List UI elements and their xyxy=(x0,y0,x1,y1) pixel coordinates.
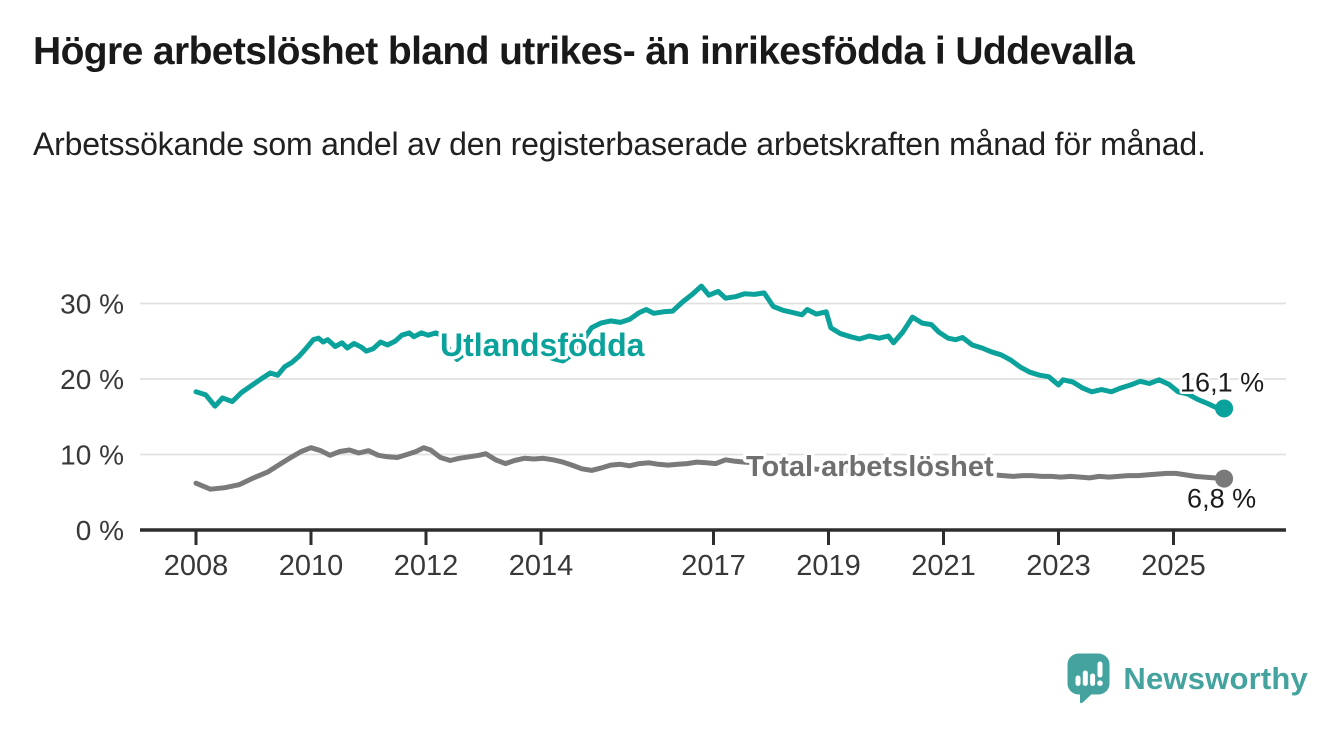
x-axis-tick-label: 2008 xyxy=(164,550,229,582)
x-axis-tick-label: 2014 xyxy=(509,550,574,582)
x-axis-tick-label: 2010 xyxy=(279,550,344,582)
logo-exclamation-dot xyxy=(1097,680,1104,686)
logo-bar-2 xyxy=(1083,670,1089,686)
x-axis-tick-label: 2012 xyxy=(394,550,459,582)
series-label-total: Total arbetslöshet xyxy=(746,451,994,483)
logo-bar-3 xyxy=(1090,673,1096,686)
logo-bubble-tail xyxy=(1080,691,1096,704)
x-axis-tick-label: 2021 xyxy=(911,550,976,582)
logo-bubble xyxy=(1067,653,1110,695)
chart-title: Högre arbetslöshet bland utrikes- än inr… xyxy=(33,30,1135,73)
series-end-dot-utlandsfodda xyxy=(1215,399,1234,418)
x-axis-tick-label: 2025 xyxy=(1141,550,1206,582)
x-axis-tick-label: 2019 xyxy=(796,550,861,582)
x-axis-tick-label: 2023 xyxy=(1026,550,1091,582)
chart-subtitle: Arbetssökande som andel av den registerb… xyxy=(33,126,1206,162)
y-axis-tick-label: 0 % xyxy=(76,515,124,546)
logo-bar-1 xyxy=(1075,675,1081,686)
logo-exclamation-bar xyxy=(1097,661,1103,678)
y-axis-tick-label: 30 % xyxy=(60,289,124,320)
series-end-value-utlandsfodda: 16,1 % xyxy=(1180,367,1264,397)
series-line-utlandsfodda xyxy=(193,283,1227,414)
newsworthy-logo-icon xyxy=(1067,653,1110,704)
newsworthy-branding: Newsworthy xyxy=(1066,652,1308,705)
y-axis-tick-label: 20 % xyxy=(60,364,124,395)
x-axis-tick-label: 2017 xyxy=(681,550,746,582)
series-line-total xyxy=(193,445,1227,492)
series-label-utlandsfodda: Utlandsfödda xyxy=(440,327,645,363)
series-end-dot-total xyxy=(1215,469,1234,488)
newsworthy-logo-text: Newsworthy xyxy=(1123,660,1308,696)
y-axis-tick-label: 10 % xyxy=(60,440,124,471)
series-end-value-total: 6,8 % xyxy=(1187,484,1256,514)
